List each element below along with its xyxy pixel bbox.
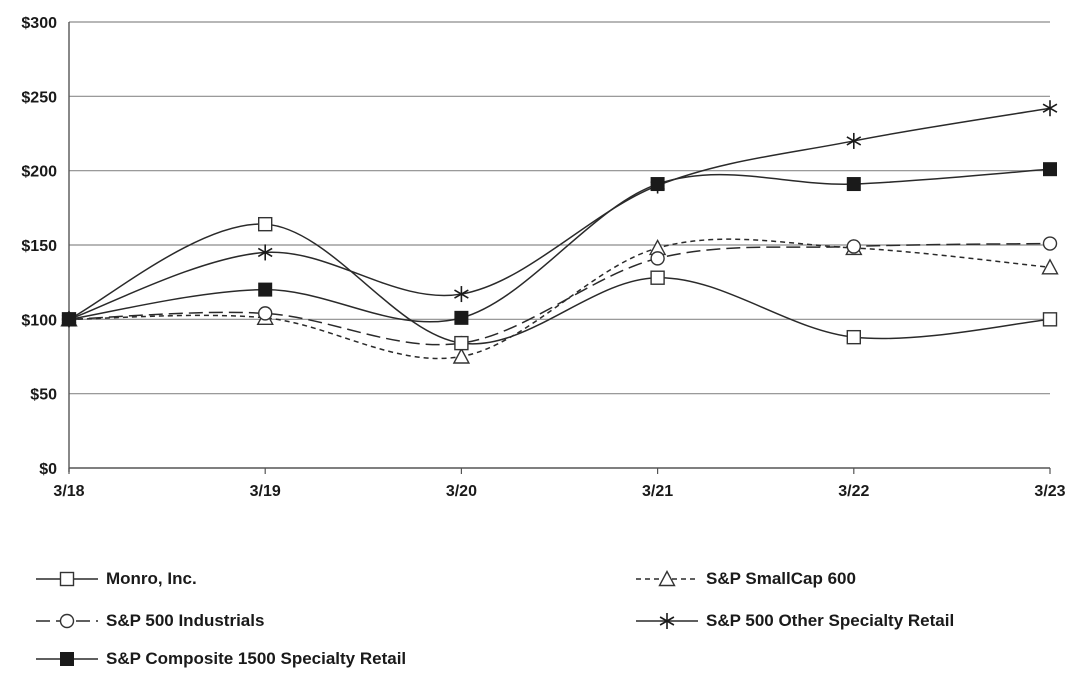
x-tick-label: 3/22 <box>838 483 869 500</box>
data-point-industrials <box>258 306 273 321</box>
data-point-industrials <box>650 251 665 266</box>
legend-item-industrials: S&P 500 Industrials <box>34 606 264 636</box>
legend-marker-composite <box>60 652 74 666</box>
data-point-composite <box>454 310 469 325</box>
x-tick-label: 3/21 <box>642 483 673 500</box>
data-point-other-specialty <box>846 132 862 149</box>
x-tick-label: 3/20 <box>446 483 477 500</box>
data-point-other-specialty <box>454 286 469 303</box>
y-tick-label: $300 <box>21 15 57 32</box>
data-point-composite <box>258 282 273 297</box>
legend-item-monro: Monro, Inc. <box>34 564 197 594</box>
y-tick-label: $150 <box>21 238 57 255</box>
legend-label-smallcap: S&P SmallCap 600 <box>706 569 856 588</box>
y-tick-label: $100 <box>21 312 57 329</box>
legend-key-monro <box>36 571 98 587</box>
data-point-monro <box>454 335 469 351</box>
data-point-smallcap <box>452 347 471 364</box>
legend-item-other-specialty: S&P 500 Other Specialty Retail <box>634 606 954 636</box>
data-point-monro <box>258 216 273 232</box>
legend-key-industrials <box>36 613 98 629</box>
x-tick-label: 3/19 <box>250 483 281 500</box>
data-point-smallcap <box>1041 258 1059 275</box>
data-point-industrials <box>1042 236 1058 251</box>
legend-marker-other-specialty <box>659 613 675 629</box>
series-line-monro <box>68 223 1051 345</box>
legend-marker-monro <box>59 571 75 587</box>
legend-label-composite: S&P Composite 1500 Specialty Retail <box>106 649 407 668</box>
y-tick-label: $50 <box>30 387 57 404</box>
y-tick-label: $250 <box>21 89 57 106</box>
series-line-smallcap <box>68 238 1051 360</box>
data-point-composite <box>1043 162 1057 177</box>
legend-item-composite: S&P Composite 1500 Specialty Retail <box>34 644 406 674</box>
legend-key-smallcap <box>636 570 698 587</box>
legend-item-smallcap: S&P SmallCap 600 <box>634 564 856 594</box>
data-point-industrials <box>846 239 861 254</box>
data-point-composite <box>62 312 76 327</box>
series-line-other-specialty <box>68 107 1051 321</box>
data-point-monro <box>650 270 665 285</box>
y-tick-label: $200 <box>21 164 57 181</box>
x-tick-label: 3/23 <box>1034 483 1065 500</box>
legend-marker-industrials <box>59 613 75 629</box>
data-point-composite <box>846 177 861 192</box>
x-tick-label: 3/18 <box>53 483 84 500</box>
series-line-composite <box>68 168 1051 323</box>
data-point-other-specialty <box>1042 100 1058 117</box>
line-chart: $0 $50 $100 $150 $200 $250 $300 3/18 3/19 3/20 3/2… <box>21 15 1065 500</box>
legend-label-monro: Monro, Inc. <box>106 569 197 588</box>
data-point-other-specialty <box>257 244 273 261</box>
data-point-monro <box>1042 312 1058 327</box>
series-line-industrials <box>68 242 1051 346</box>
data-point-monro <box>846 329 861 345</box>
y-tick-label: $0 <box>39 461 57 478</box>
chart-svg: $0 $50 $100 $150 $200 $250 $300 3/18 3/19 3/20 3/2… <box>21 15 1065 500</box>
legend-label-other-specialty: S&P 500 Other Specialty Retail <box>706 611 955 630</box>
legend-key-composite <box>36 652 98 666</box>
legend-marker-smallcap <box>658 570 676 587</box>
data-point-composite <box>650 177 665 192</box>
legend: Monro, Inc. S&P SmallCap 600 S&P 500 Ind… <box>0 520 1070 672</box>
legend-label-industrials: S&P 500 Industrials <box>106 611 265 630</box>
legend-key-other-specialty <box>636 613 698 629</box>
